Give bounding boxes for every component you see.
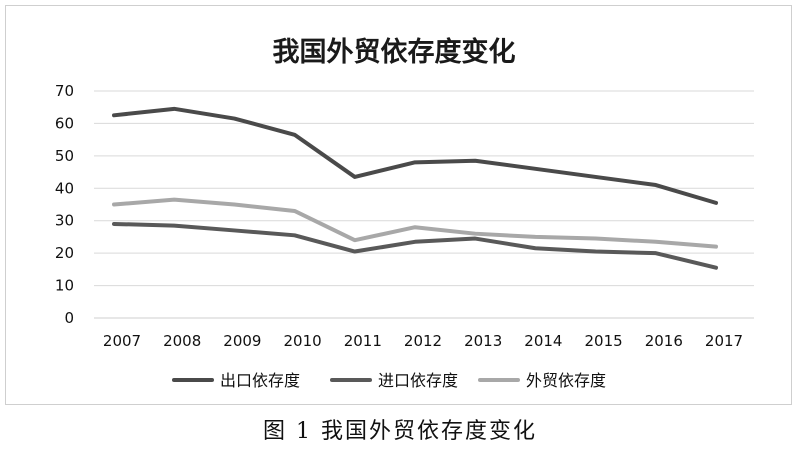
- x-tick-label: 2013: [464, 332, 502, 350]
- legend-label: 出口依存度: [220, 371, 300, 390]
- chart-title: 我国外贸依存度变化: [273, 36, 516, 68]
- gridlines: [94, 90, 754, 319]
- legend-label: 进口依存度: [378, 371, 458, 390]
- y-tick-label: 50: [55, 147, 74, 165]
- y-tick-label: 0: [64, 309, 74, 327]
- legend-label: 外贸依存度: [526, 371, 606, 390]
- legend: 出口依存度 进口依存度 外贸依存度: [172, 371, 606, 390]
- series-lines: [112, 106, 718, 270]
- x-tick-label: 2008: [163, 332, 201, 350]
- x-tick-label: 2017: [705, 332, 743, 350]
- y-axis: 0 10 20 30 40 50 60 70: [55, 82, 74, 327]
- series-line: [112, 221, 718, 270]
- x-tick-label: 2011: [344, 332, 382, 350]
- y-tick-label: 20: [55, 244, 74, 262]
- x-tick-label: 2016: [645, 332, 683, 350]
- series-line: [112, 197, 718, 249]
- x-tick-label: 2010: [284, 332, 322, 350]
- figure-caption: 图 1 我国外贸依存度变化: [263, 419, 537, 444]
- x-axis: 2007 2008 2009 2010 2011 2012 2013 2014 2015 2016…: [103, 332, 743, 350]
- x-tick-label: 2009: [223, 332, 261, 350]
- y-tick-label: 70: [55, 82, 74, 100]
- x-tick-label: 2012: [404, 332, 442, 350]
- y-tick-label: 60: [55, 114, 74, 132]
- chart-frame: 我国外贸依存度变化 0 10 20 30 40 50 60 70 2007 2008 2009 20…: [5, 5, 792, 405]
- series-line: [112, 106, 718, 205]
- y-tick-label: 40: [55, 179, 74, 197]
- x-tick-label: 2007: [103, 332, 141, 350]
- y-tick-label: 10: [55, 277, 74, 295]
- x-tick-label: 2014: [524, 332, 562, 350]
- y-tick-label: 30: [55, 212, 74, 230]
- x-tick-label: 2015: [585, 332, 623, 350]
